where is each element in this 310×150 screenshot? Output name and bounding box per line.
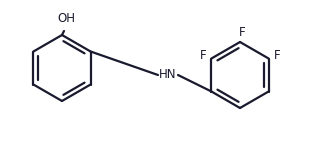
Text: HN: HN <box>159 68 177 81</box>
Text: F: F <box>274 49 281 62</box>
Text: F: F <box>239 27 245 39</box>
Text: F: F <box>200 49 207 62</box>
Text: OH: OH <box>57 12 75 25</box>
